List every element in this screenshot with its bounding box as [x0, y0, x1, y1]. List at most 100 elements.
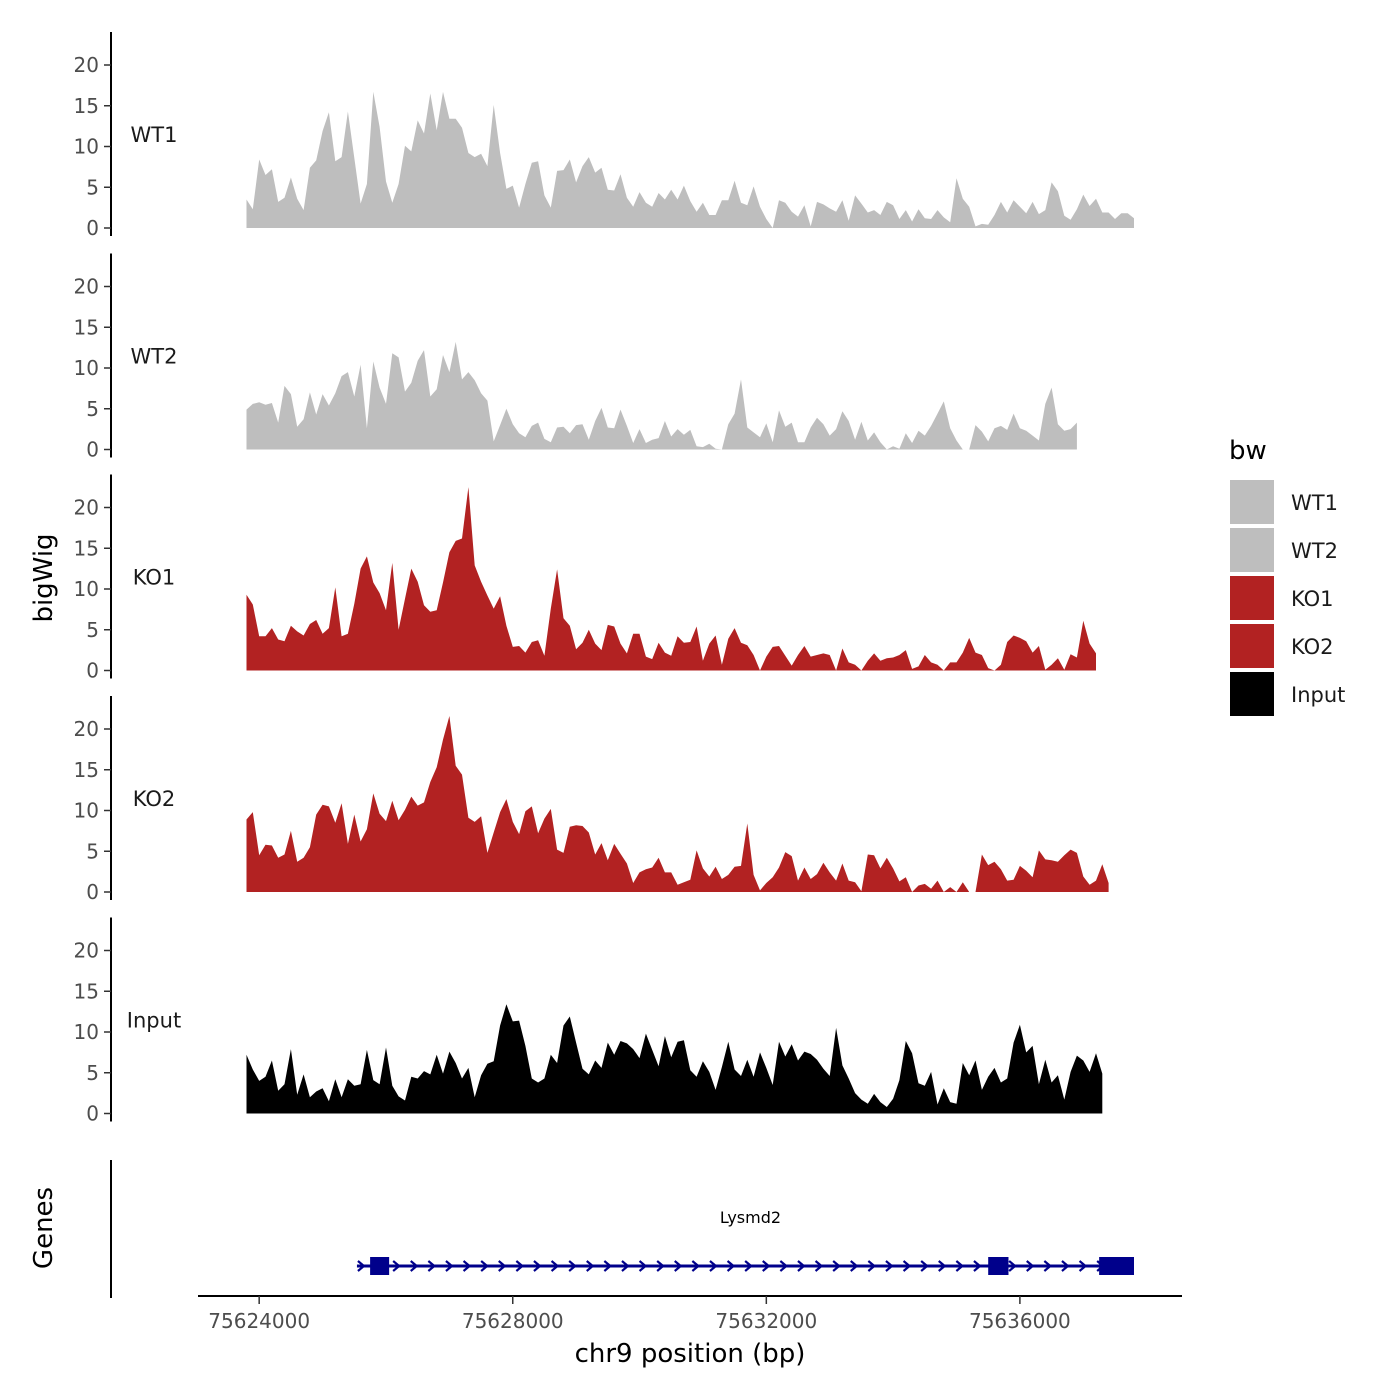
y-tick-label: 10 [74, 577, 99, 601]
strand-arrow [427, 1260, 437, 1272]
track-wt2: 0 5 10 15 20 WT2 [74, 253, 1077, 462]
x-axis-title: chr9 position (bp) [575, 1339, 806, 1369]
signal-area-ko2 [246, 716, 1109, 892]
y-tick-label: 15 [74, 758, 99, 782]
x-axis: 75624000 75628000 75632000 75636000 [198, 1295, 1182, 1333]
track-label: Input [127, 1009, 181, 1033]
strand-arrow [762, 1260, 771, 1272]
signal-area-input [246, 1004, 1103, 1114]
y-tick-label: 0 [86, 659, 99, 683]
strand-arrow [885, 1260, 894, 1272]
x-tick-label: 75632000 [715, 1309, 817, 1333]
strand-arrow [621, 1260, 630, 1272]
strand-arrow [938, 1260, 947, 1272]
y-tick-label: 20 [74, 53, 99, 77]
strand-arrow [357, 1260, 366, 1272]
y-tick-label: 5 [86, 175, 99, 199]
signal-area-wt1 [246, 91, 1134, 229]
track-label: KO2 [133, 787, 176, 811]
strand-arrow [586, 1260, 595, 1272]
strand-arrow [445, 1260, 454, 1272]
strand-arrow [797, 1260, 806, 1272]
strand-arrow [656, 1260, 665, 1272]
legend-swatch-ko2 [1228, 622, 1276, 670]
strand-arrow [744, 1260, 753, 1272]
legend-label: Input [1291, 683, 1345, 707]
strand-arrow [1061, 1260, 1070, 1272]
y-tick-label: 10 [74, 799, 99, 823]
y-tick-label: 5 [86, 397, 99, 421]
y-axis-title: bigWig [29, 533, 59, 622]
strand-arrow [814, 1260, 824, 1272]
y-tick-label: 20 [74, 496, 99, 520]
strand-arrow [850, 1260, 859, 1272]
legend: bw WT1 WT2 KO1 KO2 Input [1228, 436, 1345, 718]
strand-arrow [533, 1260, 542, 1272]
gene-exon [370, 1257, 390, 1275]
strand-arrow [480, 1260, 489, 1272]
strand-arrow [603, 1260, 613, 1272]
track-label: KO1 [133, 566, 176, 590]
legend-swatch-wt1 [1228, 478, 1276, 526]
track-ko2: 0 5 10 15 20 KO2 [74, 696, 1109, 904]
track-label: WT2 [131, 345, 178, 369]
strand-arrow [410, 1260, 419, 1272]
y-tick-label: 15 [74, 979, 99, 1003]
legend-label: WT1 [1291, 491, 1338, 515]
strand-arrow [709, 1260, 718, 1272]
genes-panel-label: Genes [29, 1187, 59, 1269]
strand-arrow [902, 1260, 912, 1272]
y-tick-label: 20 [74, 717, 99, 741]
strand-arrow [867, 1260, 877, 1272]
y-tick-label: 0 [86, 1102, 99, 1126]
x-tick-label: 75624000 [208, 1309, 310, 1333]
signal-area-ko1 [246, 487, 1096, 671]
strand-arrow [674, 1260, 683, 1272]
track-input: 0 5 10 15 20 Input [74, 917, 1103, 1126]
legend-swatch-ko1 [1228, 574, 1276, 622]
strand-arrow [498, 1260, 507, 1272]
y-tick-label: 20 [74, 939, 99, 963]
track-ko1: 0 5 10 15 20 KO1 [74, 474, 1096, 683]
legend-swatch-input [1228, 670, 1276, 718]
strand-arrow [462, 1260, 472, 1272]
strand-arrow [638, 1260, 648, 1272]
y-tick-label: 20 [74, 275, 99, 299]
legend-title: bw [1229, 436, 1267, 466]
signal-area-wt2 [246, 341, 1077, 450]
strand-arrow [691, 1260, 701, 1272]
strand-arrow [515, 1260, 525, 1272]
gene-label: Lysmd2 [720, 1208, 781, 1227]
y-tick-label: 0 [86, 880, 99, 904]
strand-arrow [973, 1260, 982, 1272]
strand-arrow [1078, 1260, 1088, 1272]
track-panels: 0 5 10 15 20 WT1 0 5 10 15 20 WT2 0 5 10 15 20 KO1 0 5 10 15 2… [74, 32, 1134, 1126]
strand-arrow [726, 1260, 736, 1272]
strand-arrow [568, 1260, 577, 1272]
gene-panel: Lysmd2 [110, 1160, 1134, 1298]
y-tick-label: 0 [86, 438, 99, 462]
gene-model [356, 1257, 1134, 1275]
y-tick-label: 10 [74, 135, 99, 159]
legend-label: WT2 [1291, 539, 1338, 563]
strand-arrow [955, 1260, 965, 1272]
y-tick-label: 5 [86, 839, 99, 863]
track-wt1: 0 5 10 15 20 WT1 [74, 32, 1134, 240]
strand-arrow [1043, 1260, 1053, 1272]
legend-label: KO1 [1291, 587, 1334, 611]
legend-label: KO2 [1291, 635, 1334, 659]
y-tick-label: 5 [86, 1061, 99, 1085]
track-label: WT1 [131, 123, 178, 147]
legend-swatch-wt2 [1228, 526, 1276, 574]
gene-exon [1099, 1257, 1134, 1275]
gene-exon [988, 1257, 1009, 1275]
strand-arrow [550, 1260, 560, 1272]
y-tick-label: 15 [74, 536, 99, 560]
y-tick-label: 10 [74, 356, 99, 380]
strand-arrow [1008, 1260, 1017, 1272]
y-tick-label: 10 [74, 1020, 99, 1044]
strand-arrow [920, 1260, 929, 1272]
y-tick-label: 15 [74, 94, 99, 118]
strand-arrow [779, 1260, 789, 1272]
